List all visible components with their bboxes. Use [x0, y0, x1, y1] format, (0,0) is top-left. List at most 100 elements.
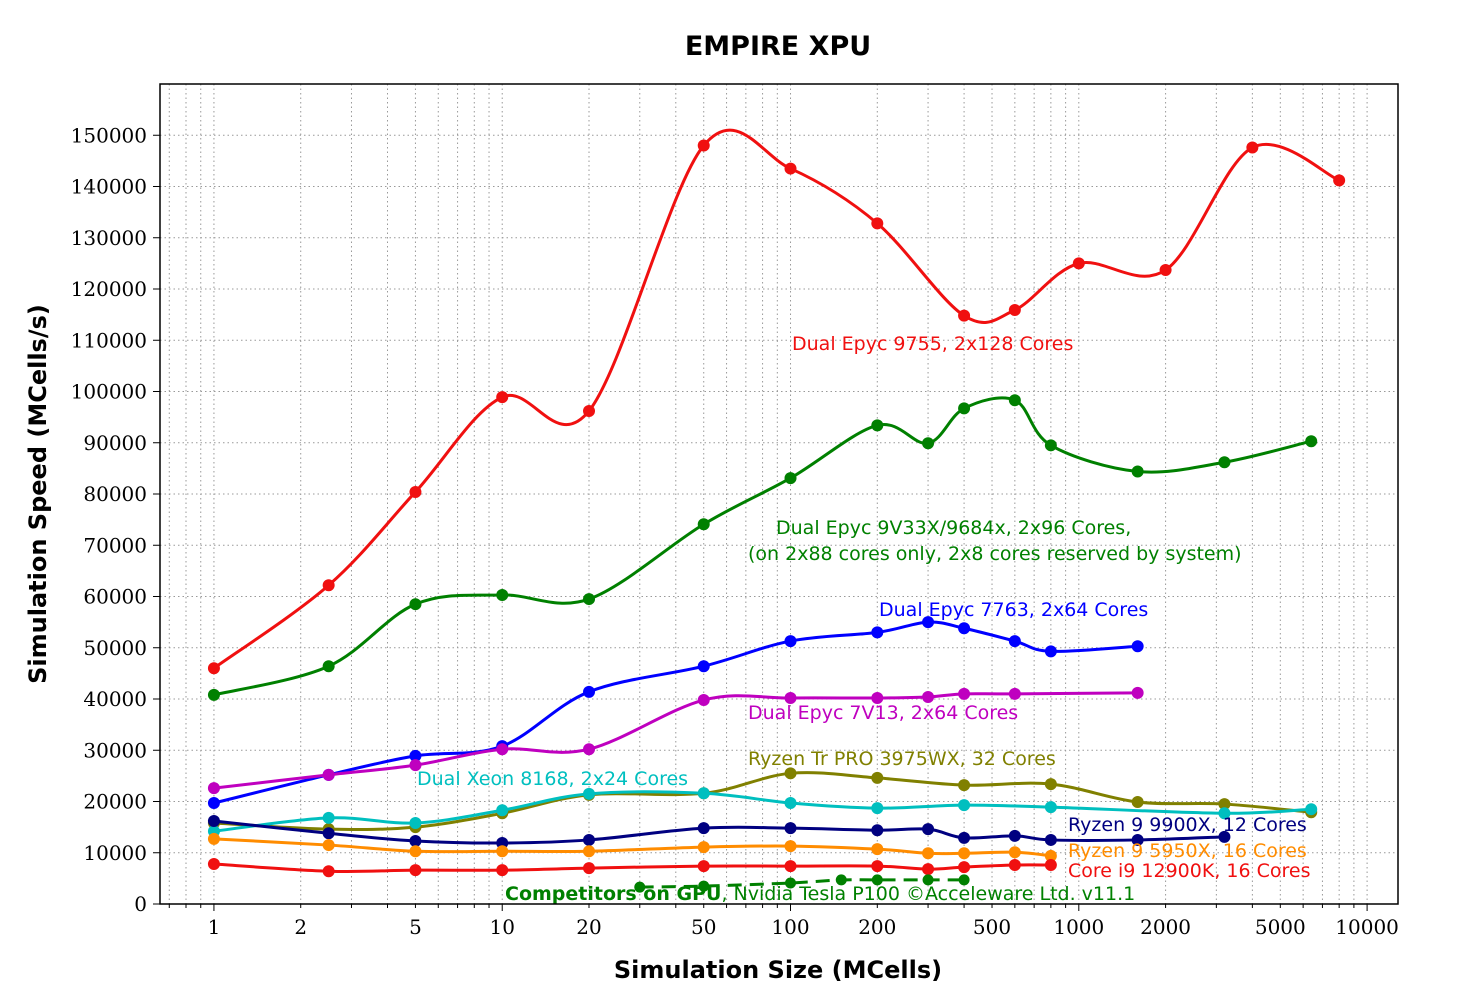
- x-tick-label: 5: [409, 915, 422, 939]
- x-tick-label: 1000: [1053, 915, 1104, 939]
- data-point: [697, 822, 710, 835]
- series-group: [207, 128, 1346, 893]
- data-point: [697, 518, 710, 531]
- data-point: [1333, 174, 1346, 187]
- series-label: Dual Epyc 7763, 2x64 Cores: [879, 599, 1148, 621]
- data-point: [207, 814, 220, 827]
- data-point: [409, 834, 422, 847]
- data-point: [922, 847, 935, 860]
- data-point: [496, 864, 509, 877]
- ticks: 0 10000 20000 30000 40000 50000 60000 70000 8000…: [71, 123, 1399, 939]
- data-point: [922, 823, 935, 836]
- data-point: [583, 404, 596, 417]
- data-point: [1008, 859, 1021, 872]
- data-point: [871, 626, 884, 639]
- data-point: [958, 687, 971, 700]
- data-point: [784, 162, 797, 175]
- data-point: [871, 874, 883, 886]
- data-point: [1044, 859, 1057, 872]
- data-point: [409, 817, 422, 830]
- data-point: [409, 759, 422, 772]
- data-point: [496, 804, 509, 817]
- y-tick-label: 20000: [83, 790, 147, 814]
- data-point: [1072, 257, 1085, 270]
- data-point: [922, 863, 935, 876]
- series-label: Competitors on GPU, Nvidia Tesla P100 ©A…: [505, 883, 1135, 905]
- data-point: [583, 593, 596, 606]
- data-point: [409, 864, 422, 877]
- chart-title: EMPIRE XPU: [685, 31, 871, 62]
- x-tick-label: 5000: [1255, 915, 1306, 939]
- data-point: [583, 845, 596, 858]
- data-point: [409, 598, 422, 611]
- series-label: Ryzen 9 5950X, 16 Cores: [1068, 840, 1307, 862]
- data-point: [1218, 798, 1231, 811]
- series-line: [213, 128, 1340, 670]
- data-point: [871, 217, 884, 230]
- data-point: [784, 635, 797, 648]
- data-point: [958, 622, 971, 635]
- data-point: [922, 690, 935, 703]
- data-point: [871, 691, 884, 704]
- data-point: [871, 802, 884, 815]
- data-point: [322, 865, 335, 878]
- data-point: [871, 824, 884, 837]
- data-point: [322, 839, 335, 852]
- y-tick-label: 90000: [83, 431, 147, 455]
- data-point: [322, 579, 335, 592]
- series-label: Dual Epyc 9755, 2x128 Cores: [792, 333, 1073, 355]
- data-point: [784, 797, 797, 810]
- data-point: [785, 877, 797, 889]
- data-point: [583, 862, 596, 875]
- data-point: [634, 881, 646, 893]
- data-point: [496, 845, 509, 858]
- y-tick-label: 30000: [83, 738, 147, 762]
- y-tick-label: 130000: [71, 226, 147, 250]
- data-point: [1008, 846, 1021, 859]
- x-tick-label: 500: [973, 915, 1011, 939]
- data-point: [1131, 465, 1144, 478]
- x-tick-label: 100: [771, 915, 809, 939]
- data-point: [207, 782, 220, 795]
- x-tick-label: 200: [858, 915, 896, 939]
- data-point: [958, 861, 971, 874]
- y-tick-label: 80000: [83, 482, 147, 506]
- x-axis-label: Simulation Size (MCells): [614, 956, 942, 984]
- data-point: [1131, 833, 1144, 846]
- series-3: [207, 686, 1144, 795]
- data-point: [958, 831, 971, 844]
- data-point: [1246, 141, 1259, 154]
- data-point: [871, 843, 884, 856]
- data-point: [1044, 833, 1057, 846]
- data-point: [922, 616, 935, 629]
- data-point: [697, 660, 710, 673]
- series-7: [207, 832, 1057, 862]
- data-point: [1218, 807, 1231, 820]
- data-point: [784, 767, 797, 780]
- data-point: [697, 139, 710, 152]
- data-point: [583, 833, 596, 846]
- data-point: [1305, 435, 1318, 448]
- series-label: Dual Epyc 7V13, 2x64 Cores: [748, 702, 1018, 724]
- y-tick-label: 0: [134, 892, 147, 916]
- data-point: [1008, 687, 1021, 700]
- y-tick-label: 10000: [83, 841, 147, 865]
- y-tick-label: 40000: [83, 687, 147, 711]
- series-label: Ryzen Tr PRO 3975WX, 32 Cores: [748, 748, 1056, 770]
- data-point: [1131, 796, 1144, 809]
- series-8: [207, 858, 1057, 878]
- data-point: [1218, 456, 1231, 469]
- data-point: [784, 840, 797, 853]
- series-line: [213, 790, 1312, 833]
- series-label: Dual Xeon 8168, 2x24 Cores: [417, 768, 688, 790]
- data-point: [496, 837, 509, 850]
- data-point: [207, 858, 220, 871]
- data-point: [322, 768, 335, 781]
- series-label-line2: (on 2x88 cores only, 2x8 cores reserved …: [748, 543, 1242, 565]
- data-point: [784, 691, 797, 704]
- series-label-bold: Competitors on GPU: [505, 883, 721, 905]
- data-point: [1044, 778, 1057, 791]
- data-point: [958, 309, 971, 322]
- data-point: [784, 472, 797, 485]
